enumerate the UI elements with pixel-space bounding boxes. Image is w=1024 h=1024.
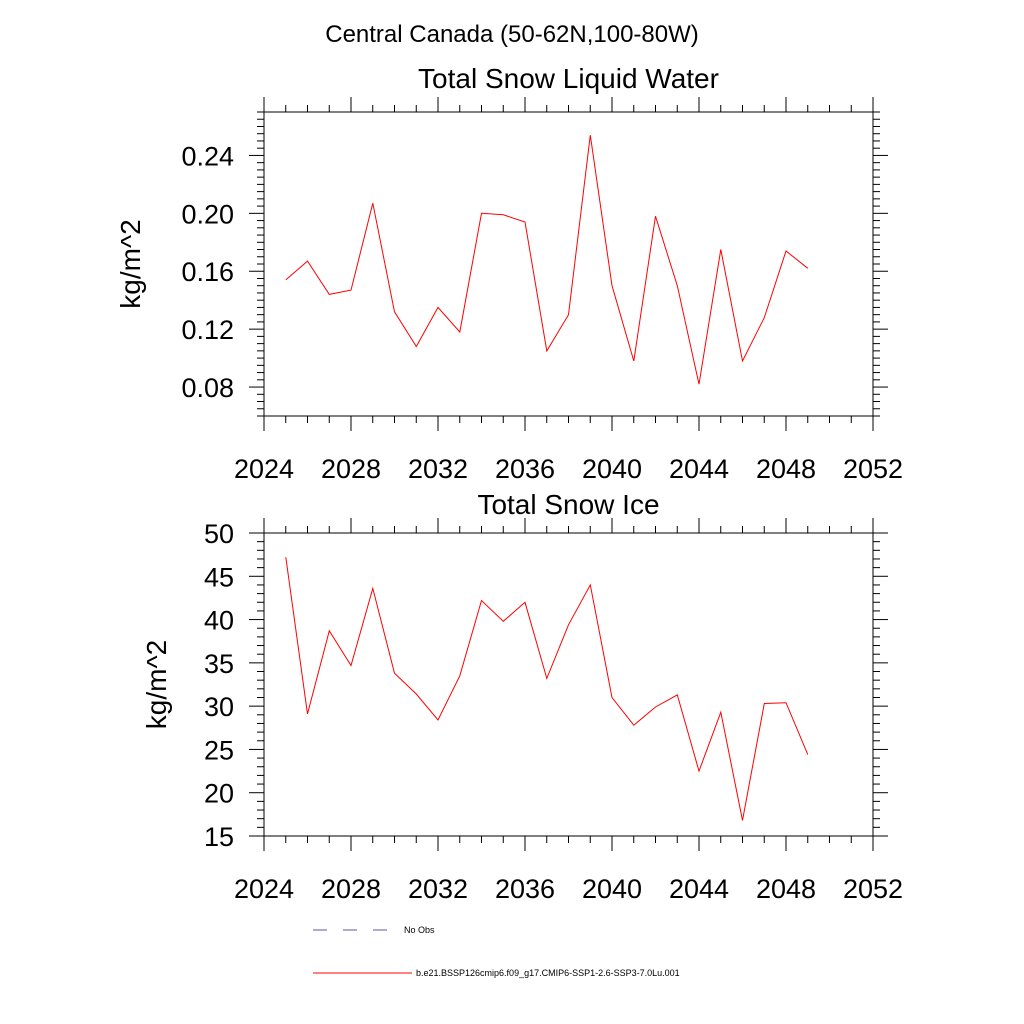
y-tick-label: 40 — [204, 606, 234, 636]
x-tick-label: 2036 — [495, 454, 555, 484]
x-tick-label: 2028 — [321, 454, 381, 484]
plot-frame — [263, 532, 874, 837]
chart-title: Total Snow Liquid Water — [418, 63, 719, 94]
figure-title: Central Canada (50-62N,100-80W) — [325, 21, 699, 48]
legend-label-no-obs: No Obs — [404, 925, 435, 935]
x-tick-label: 2048 — [756, 874, 816, 904]
x-tick-label: 2044 — [669, 874, 729, 904]
x-tick-label: 2036 — [495, 874, 555, 904]
x-tick-label: 2032 — [408, 454, 468, 484]
y-axis-label: kg/m^2 — [115, 219, 146, 308]
legend-label-model: b.e21.BSSP126cmip6.f09_g17.CMIP6-SSP1-2.… — [416, 968, 680, 978]
y-tick-label: 0.16 — [181, 257, 234, 287]
x-tick-label: 2048 — [756, 454, 816, 484]
y-tick-label: 50 — [204, 519, 234, 549]
y-tick-label: 35 — [204, 649, 234, 679]
series-line-liquid-water — [285, 135, 809, 385]
y-tick-label: 15 — [204, 822, 234, 852]
y-tick-label: 45 — [204, 562, 234, 592]
chart-title: Total Snow Ice — [477, 489, 659, 520]
x-tick-label: 2052 — [843, 454, 903, 484]
y-tick-label: 0.08 — [181, 373, 234, 403]
x-tick-label: 2040 — [582, 874, 642, 904]
y-tick-label: 20 — [204, 779, 234, 809]
x-tick-label: 2044 — [669, 454, 729, 484]
legend: No Obs b.e21.BSSP126cmip6.f09_g17.CMIP6-… — [313, 925, 680, 978]
panel-snow-liquid-water: Total Snow Liquid Water kg/m^2 2024 2028 203… — [115, 63, 903, 484]
x-tick-label: 2028 — [321, 874, 381, 904]
x-tick-label: 2024 — [234, 454, 294, 484]
y-tick-label: 30 — [204, 692, 234, 722]
x-tick-label: 2024 — [234, 874, 294, 904]
y-tick-label: 25 — [204, 735, 234, 765]
series-line-snow-ice — [285, 557, 809, 821]
y-tick-label: 0.12 — [181, 315, 234, 345]
x-tick-label: 2032 — [408, 874, 468, 904]
y-axis-label: kg/m^2 — [141, 640, 172, 729]
x-tick-label: 2040 — [582, 454, 642, 484]
y-tick-label: 0.24 — [181, 141, 234, 171]
y-tick-label: 0.20 — [181, 199, 234, 229]
x-tick-label: 2052 — [843, 874, 903, 904]
